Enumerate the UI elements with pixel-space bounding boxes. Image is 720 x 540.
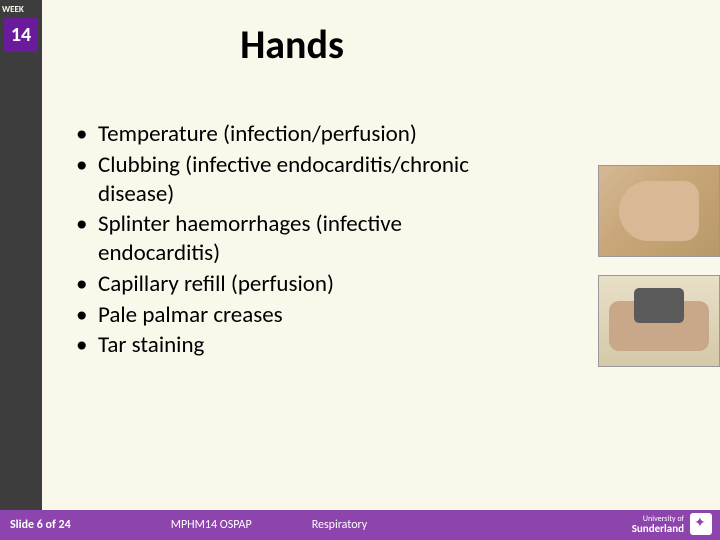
topic-label: Respiratory <box>312 518 368 532</box>
week-number-badge: 14 <box>4 18 38 52</box>
course-code: MPHM14 OSPAP <box>171 518 252 532</box>
slide-counter: Slide 6 of 24 <box>10 518 71 532</box>
footer-bar: Slide 6 of 24 MPHM14 OSPAP Respiratory U… <box>0 510 720 540</box>
clinical-photo-palms <box>598 275 720 367</box>
list-item: Clubbing (infective endocarditis/chronic… <box>70 151 510 209</box>
list-item: Tar staining <box>70 331 510 360</box>
list-item: Pale palmar creases <box>70 301 510 330</box>
bullet-list: Temperature (infection/perfusion) Clubbi… <box>70 120 510 362</box>
institution-name: Sunderland <box>632 523 684 534</box>
institution-logo: University of Sunderland <box>632 513 712 535</box>
crest-icon <box>690 513 712 535</box>
week-label: WEEK <box>2 4 24 15</box>
list-item: Splinter haemorrhages (infective endocar… <box>70 210 510 268</box>
list-item: Temperature (infection/perfusion) <box>70 120 510 149</box>
slide-title: Hands <box>42 20 542 69</box>
list-item: Capillary refill (perfusion) <box>70 270 510 299</box>
clinical-photo-clubbing <box>598 165 720 257</box>
left-sidebar: WEEK 14 <box>0 0 42 510</box>
